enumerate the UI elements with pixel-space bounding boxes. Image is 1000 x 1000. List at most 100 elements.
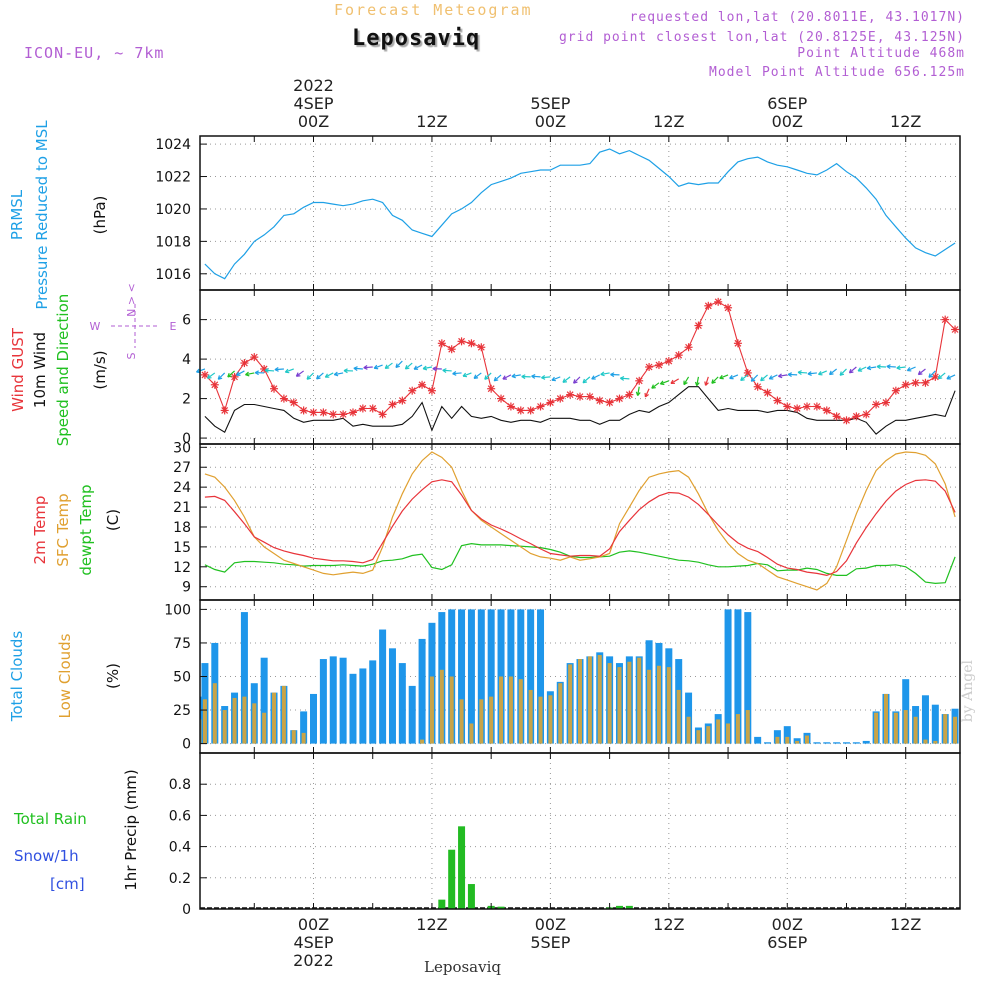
gust-marker-d2 (843, 416, 850, 424)
gust-marker (615, 394, 624, 403)
arrow-shaft (719, 374, 729, 379)
total-cloud-bar (310, 693, 318, 744)
wind-direction-arrow (531, 374, 541, 379)
arrow-head (848, 368, 852, 373)
wind-direction-arrow (917, 368, 926, 376)
low-cloud-bar (805, 735, 810, 744)
gust-marker (220, 406, 229, 415)
gust-marker (822, 406, 831, 415)
total-cloud-bar (734, 609, 742, 744)
gust-marker-d2 (852, 412, 860, 420)
arrow-head (196, 368, 200, 373)
wind-speed-line (204, 386, 956, 435)
total-cloud-bar (724, 609, 732, 744)
gust-marker-d2 (616, 395, 623, 403)
gust-marker (684, 343, 693, 352)
total-cloud-bar (744, 612, 752, 744)
total-cloud-bar (764, 742, 772, 744)
wind-direction-arrow (473, 372, 482, 379)
total-cloud-bar (388, 648, 396, 744)
gust-marker-d2 (389, 401, 396, 408)
wind-direction-arrow (343, 368, 354, 374)
low-cloud-bar (469, 723, 474, 744)
gust-marker-d2 (250, 353, 258, 361)
wind-direction-arrow (582, 376, 591, 384)
gust-marker-d2 (951, 326, 959, 333)
arrow-head (422, 365, 427, 370)
arrow-shaft (462, 372, 472, 377)
wind-direction-arrow (768, 374, 778, 380)
gust-marker-d2 (576, 393, 584, 401)
gust-marker (566, 390, 575, 399)
arrow-head (227, 372, 230, 378)
arrow-head (651, 384, 654, 389)
arrow-shaft (493, 374, 502, 382)
gust-marker-d2 (714, 298, 722, 306)
y-tick-label: 75 (173, 636, 191, 652)
low-cloud-bar (686, 716, 691, 744)
bottom-time-label: 12Z (890, 915, 921, 934)
gust-marker (536, 402, 545, 411)
gust-marker (951, 325, 960, 334)
total-cloud-bar (458, 609, 466, 744)
low-cloud-bar (666, 667, 671, 744)
clouds-unit: (%) (104, 663, 122, 689)
rain-bar (625, 905, 633, 909)
top-time-label: 12Z (416, 112, 447, 131)
top-time-label: 00Z (535, 112, 566, 131)
wind-direction-arrow (442, 368, 452, 373)
low-cloud-bar (874, 712, 879, 744)
bottom-time-label: 12Z (416, 915, 447, 934)
gust-marker-d2 (270, 385, 278, 393)
low-cloud-bar (647, 669, 652, 744)
gust-marker (289, 398, 298, 407)
wind-direction-arrow (274, 366, 284, 372)
wind-direction-arrow (704, 376, 709, 386)
arrow-head (206, 374, 210, 379)
gust-marker (516, 406, 525, 415)
low-cloud-bar (785, 736, 790, 744)
station-title: Leposaviq (352, 26, 481, 51)
arrow-head (452, 370, 457, 375)
arrow-head (217, 375, 220, 380)
gust-marker-d2 (280, 395, 288, 403)
low-cloud-bar (508, 676, 513, 744)
y-tick-label: 100 (164, 602, 191, 618)
wind-direction-arrow (373, 364, 383, 370)
arrow-head (729, 374, 733, 379)
arrow-head (562, 378, 566, 383)
bottom-time-label: 5SEP (530, 933, 570, 952)
arrow-head (484, 375, 487, 380)
wind-unit: (m/s) (91, 350, 109, 389)
gust-marker (487, 384, 496, 393)
arrow-head (373, 364, 378, 369)
point-altitude: Point Altitude 468m (797, 46, 965, 61)
wind-direction-arrow (670, 378, 680, 385)
total-cloud-bar (783, 726, 791, 744)
wind-direction-arrow (206, 372, 216, 379)
bottom-time-label: 00Z (772, 915, 803, 934)
arrow-head (493, 376, 497, 382)
arrow-head (928, 373, 931, 378)
wind-direction-arrow (493, 374, 502, 382)
gust-marker-d2 (537, 403, 544, 410)
total-cloud-bar (359, 668, 367, 744)
arrow-shaft (829, 368, 837, 376)
low-cloud-bar (272, 692, 277, 744)
precip-frame (199, 752, 961, 910)
wind-direction-arrow (227, 370, 235, 378)
arrow-head (432, 366, 437, 370)
arrow-head (264, 368, 269, 371)
wind-direction-arrow (363, 365, 373, 370)
snow-label: Snow/1h (14, 847, 79, 865)
wind-direction-arrow (694, 376, 700, 387)
arrow-shaft (582, 376, 591, 384)
arrow-head (353, 366, 358, 369)
wind-direction-arrow (857, 366, 867, 372)
total-cloud-bar (369, 660, 377, 744)
arrow-head (760, 376, 763, 381)
low-cloud-bar (726, 723, 731, 744)
low-cloud-bar (499, 676, 504, 744)
wind-direction-arrow (807, 371, 817, 376)
